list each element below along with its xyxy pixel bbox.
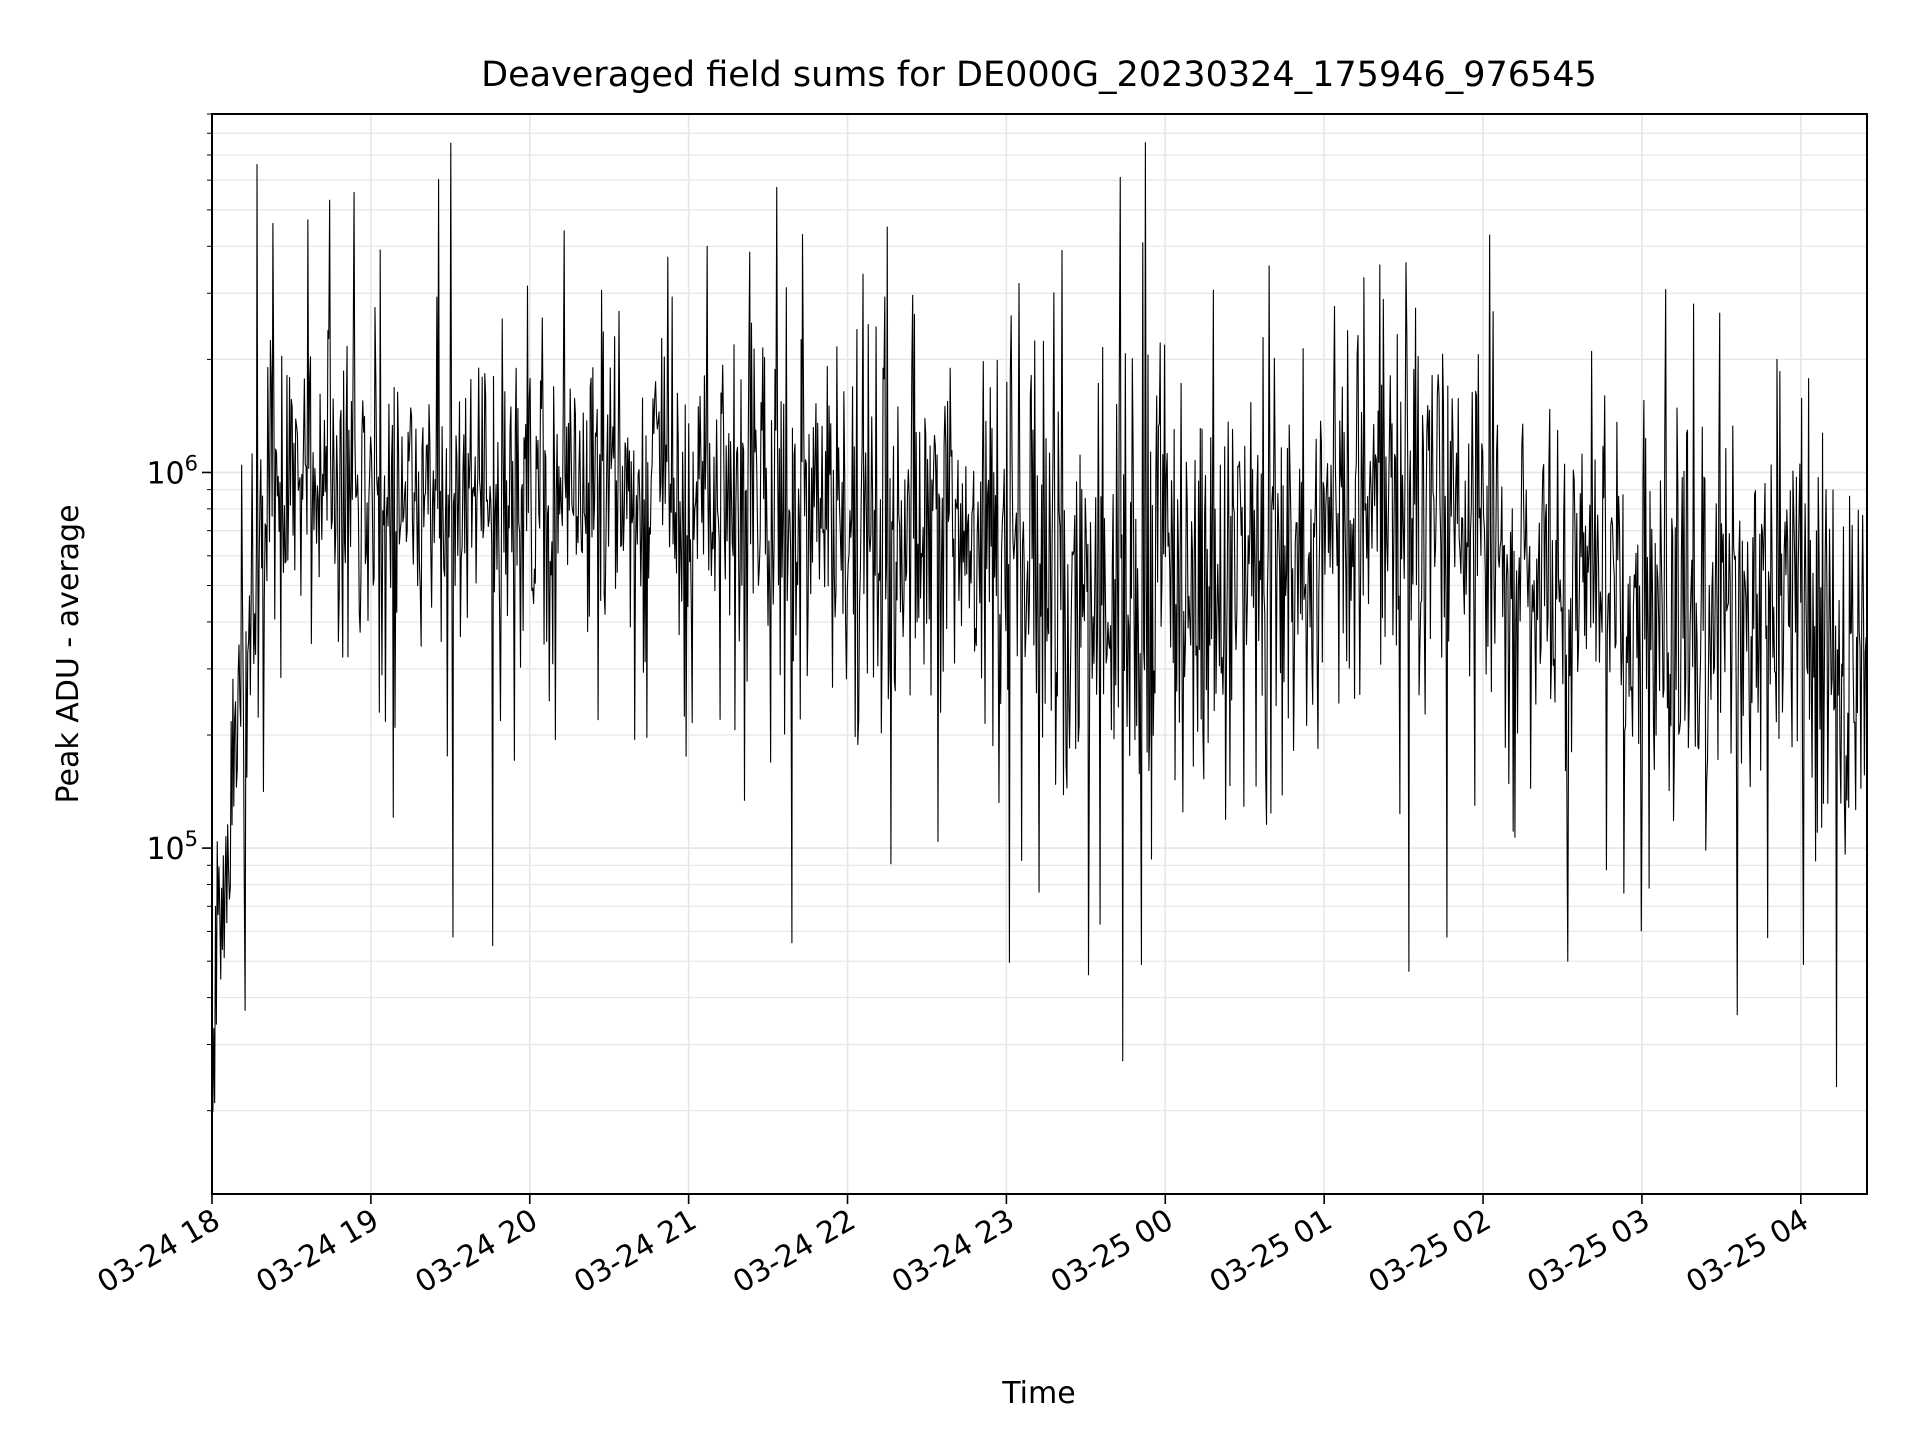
chart-title: Deaveraged field sums for DE000G_2023032…	[481, 55, 1597, 95]
series-line	[211, 142, 1868, 1113]
y-tick-label: 105	[146, 827, 198, 867]
x-axis-label: Time	[1001, 1376, 1075, 1411]
data-series	[211, 142, 1868, 1113]
y-tick-label: 106	[146, 451, 198, 491]
y-axis-label: Peak ADU - average	[51, 504, 86, 803]
plot-frame	[211, 113, 1868, 1195]
y-axis: 105 106	[146, 113, 212, 1112]
